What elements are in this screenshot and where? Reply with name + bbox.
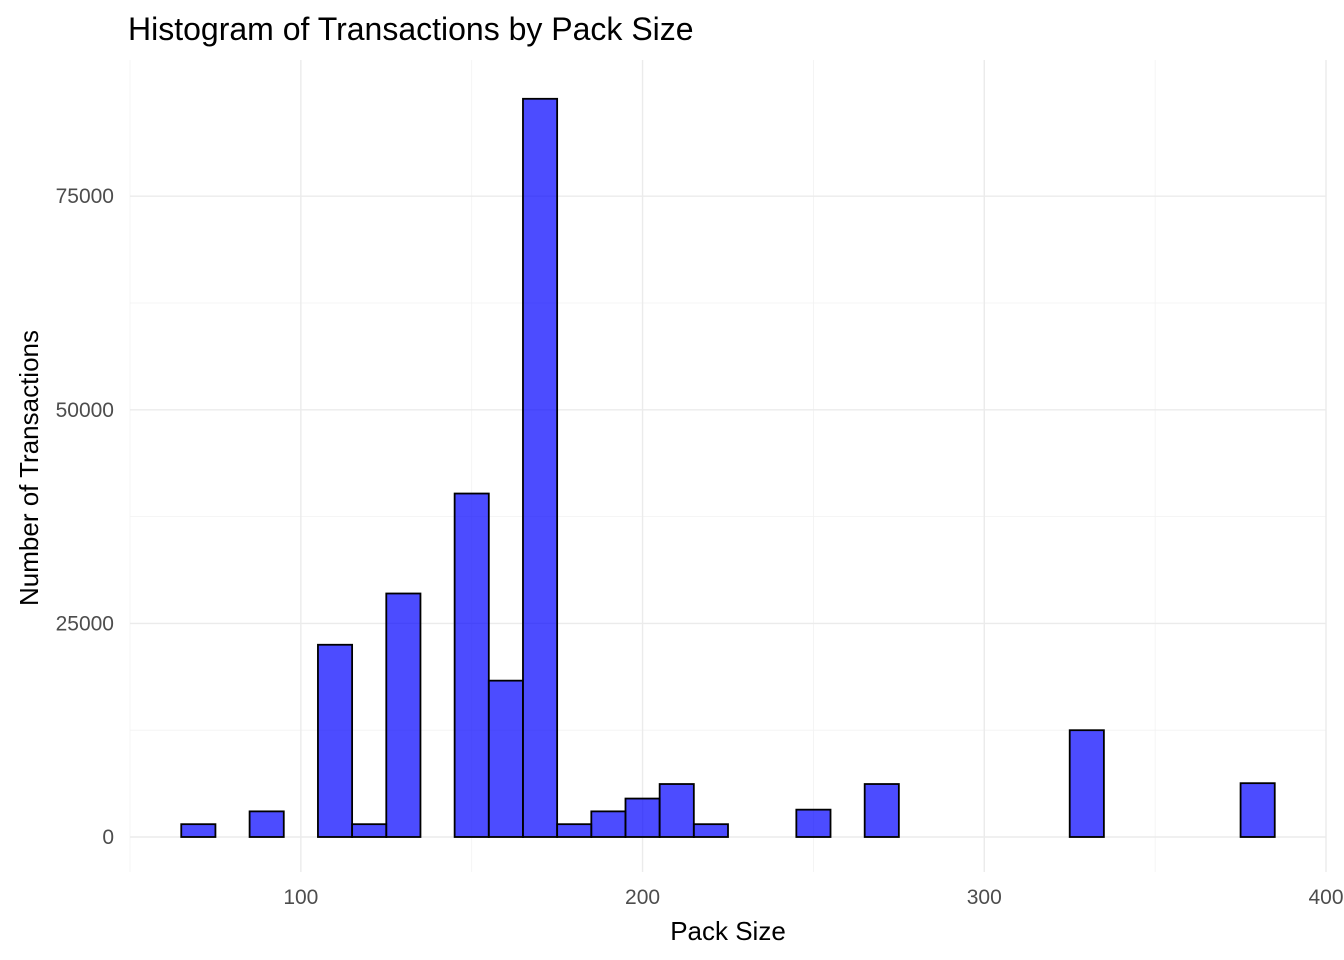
y-tick-label: 0 [102, 826, 114, 849]
chart-title: Histogram of Transactions by Pack Size [128, 11, 694, 47]
y-tick-label: 75000 [56, 185, 114, 208]
y-axis-tick-labels: 0 25000 50000 75000 [56, 185, 114, 849]
histogram-bar [180, 823, 217, 838]
x-axis-title: Pack Size [670, 916, 786, 946]
histogram-bar [385, 592, 422, 838]
histogram-bar [658, 783, 695, 838]
x-axis-tick-labels: 100 200 300 400 [283, 886, 1343, 909]
grid-lines [129, 60, 1327, 872]
histogram-bar [453, 492, 490, 838]
histogram-bar [692, 823, 729, 838]
histogram-bar [624, 797, 661, 838]
histogram-bar [590, 810, 627, 838]
x-tick-label: 100 [283, 886, 318, 909]
y-tick-label: 50000 [56, 399, 114, 422]
y-tick-label: 25000 [56, 612, 114, 635]
histogram-bar [795, 808, 832, 838]
histogram-bar [522, 97, 559, 838]
histogram-bar [351, 823, 388, 838]
y-axis-title: Number of Transactions [14, 330, 44, 606]
histogram-bars [180, 97, 1276, 838]
x-tick-label: 200 [625, 886, 660, 909]
histogram-bar [1068, 729, 1105, 838]
histogram-bar [487, 679, 524, 838]
histogram-bar [1239, 782, 1276, 838]
histogram-bar [556, 823, 593, 838]
x-tick-label: 400 [1308, 886, 1343, 909]
histogram-bar [248, 810, 285, 838]
histogram-bar [863, 783, 900, 838]
histogram-bar [317, 643, 354, 838]
x-tick-label: 300 [967, 886, 1002, 909]
